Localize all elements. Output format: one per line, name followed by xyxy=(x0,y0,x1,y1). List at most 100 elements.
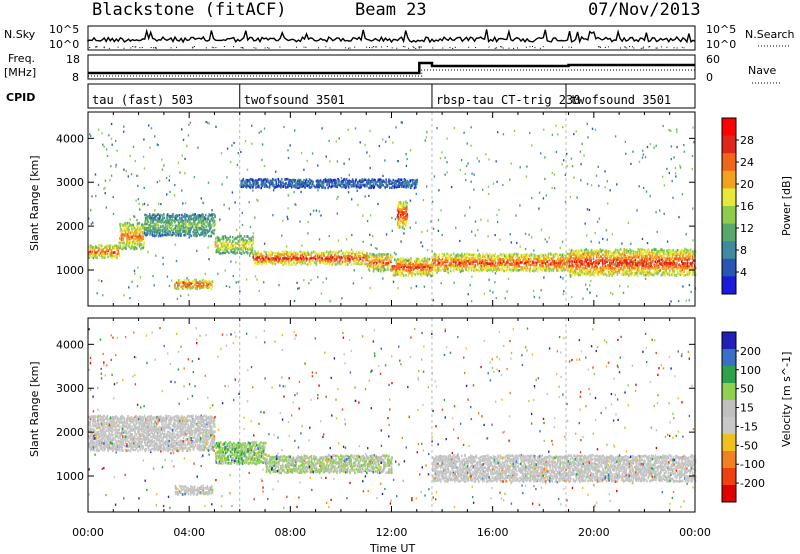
data-cell xyxy=(275,257,278,261)
data-cell xyxy=(220,237,223,241)
data-cell xyxy=(404,217,407,220)
data-cell xyxy=(683,252,686,255)
data-cell xyxy=(556,269,558,272)
scatter-cell xyxy=(409,226,411,229)
data-cell xyxy=(297,257,299,260)
scatter-cell xyxy=(311,488,313,491)
data-cell xyxy=(188,229,190,232)
scatter-cell xyxy=(335,140,337,143)
data-cell xyxy=(291,183,294,187)
data-cell xyxy=(340,253,342,256)
data-cell xyxy=(569,251,572,255)
data-cell xyxy=(615,257,617,260)
scatter-cell xyxy=(598,184,600,187)
data-cell xyxy=(122,238,124,242)
data-cell xyxy=(369,182,372,186)
data-cell xyxy=(412,179,415,182)
data-cell xyxy=(324,252,326,255)
data-cell xyxy=(519,258,521,262)
data-cell xyxy=(96,256,98,260)
data-cell xyxy=(616,273,619,276)
data-cell xyxy=(613,268,616,271)
data-cell xyxy=(285,260,288,264)
data-cell xyxy=(143,224,145,227)
data-cell xyxy=(476,260,479,263)
data-cell xyxy=(123,246,126,249)
scatter-cell xyxy=(497,131,499,134)
data-cell xyxy=(134,228,137,232)
data-cell xyxy=(686,258,688,262)
data-cell xyxy=(671,269,674,272)
data-cell xyxy=(302,184,305,188)
data-cell xyxy=(120,236,123,239)
data-cell xyxy=(492,264,494,267)
data-cell xyxy=(184,221,187,224)
data-cell xyxy=(581,267,584,270)
data-cell xyxy=(408,183,411,187)
scatter-cell xyxy=(98,279,100,282)
data-cell xyxy=(424,273,427,277)
scatter-cell xyxy=(387,417,389,420)
data-cell xyxy=(260,180,263,184)
data-cell xyxy=(533,257,535,261)
data-cell xyxy=(626,248,628,252)
scatter-cell xyxy=(590,279,592,283)
data-cell xyxy=(162,214,164,217)
data-cell xyxy=(681,272,683,275)
data-cell xyxy=(411,261,413,264)
data-cell xyxy=(391,265,394,268)
data-cell xyxy=(605,266,607,270)
data-cell xyxy=(534,254,536,258)
scatter-cell xyxy=(467,162,469,165)
scatter-cell xyxy=(205,120,207,124)
data-cell xyxy=(195,278,198,282)
data-cell xyxy=(154,215,157,218)
data-cell xyxy=(118,241,121,245)
data-cell xyxy=(470,259,472,262)
data-cell xyxy=(621,252,624,256)
data-cell xyxy=(238,235,240,239)
data-cell xyxy=(268,186,271,189)
scatter-cell xyxy=(606,238,608,241)
freq-panel xyxy=(87,54,696,80)
data-cell xyxy=(415,181,418,184)
data-cell xyxy=(139,235,141,239)
data-cell xyxy=(348,179,350,182)
data-cell xyxy=(120,234,123,237)
scatter-cell xyxy=(455,226,457,229)
scatter-cell xyxy=(551,186,553,190)
data-cell xyxy=(135,236,138,240)
scatter-cell xyxy=(663,184,666,187)
scatter-cell xyxy=(469,206,471,209)
scatter-cell xyxy=(529,131,531,134)
data-cell xyxy=(583,248,586,252)
scatter-cell xyxy=(168,175,171,178)
data-cell xyxy=(573,250,575,253)
data-cell xyxy=(390,269,393,272)
data-cell xyxy=(681,256,683,260)
data-cell xyxy=(103,246,106,249)
data-cell xyxy=(280,253,282,256)
scatter-cell xyxy=(308,282,310,285)
data-cell xyxy=(249,238,251,241)
data-cell xyxy=(582,252,584,256)
data-cell xyxy=(330,255,332,259)
data-cell xyxy=(445,254,447,257)
data-cell xyxy=(299,250,301,254)
scatter-cell xyxy=(209,220,211,223)
data-cell xyxy=(125,247,127,250)
data-cell xyxy=(294,179,297,182)
data-cell xyxy=(551,267,553,270)
data-cell xyxy=(234,237,236,241)
data-cell xyxy=(455,258,458,262)
scatter-cell xyxy=(571,296,573,299)
data-cell xyxy=(197,284,199,288)
scatter-cell xyxy=(317,164,319,167)
data-cell xyxy=(400,209,402,212)
scatter-cell xyxy=(613,377,615,380)
data-cell xyxy=(301,261,304,265)
data-cell xyxy=(172,231,175,235)
data-cell xyxy=(183,278,186,282)
data-cell xyxy=(499,268,502,271)
scatter-cell xyxy=(576,196,578,199)
